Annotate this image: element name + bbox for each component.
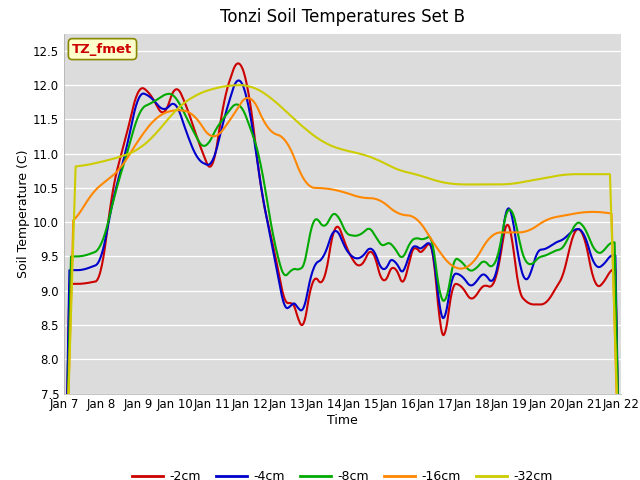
Legend: -2cm, -4cm, -8cm, -16cm, -32cm: -2cm, -4cm, -8cm, -16cm, -32cm (127, 465, 558, 480)
Y-axis label: Soil Temperature (C): Soil Temperature (C) (17, 149, 30, 278)
Title: Tonzi Soil Temperatures Set B: Tonzi Soil Temperatures Set B (220, 9, 465, 26)
Text: TZ_fmet: TZ_fmet (72, 43, 132, 56)
X-axis label: Time: Time (327, 414, 358, 427)
